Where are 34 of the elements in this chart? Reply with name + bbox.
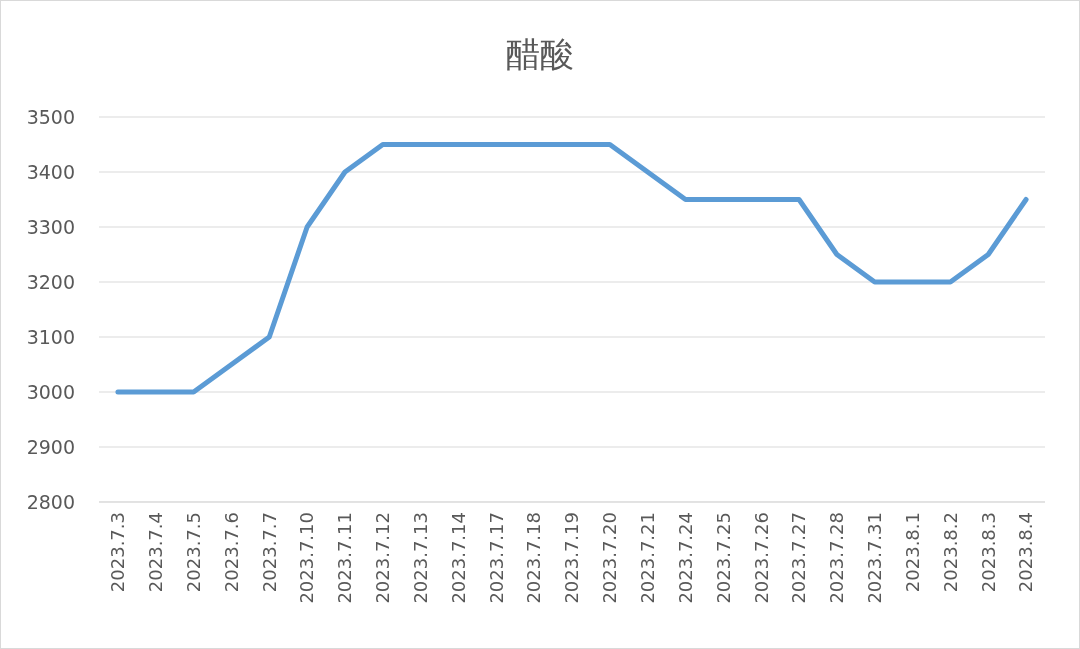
x-tick-label: 2023.7.12 [372, 512, 394, 604]
x-tick-label: 2023.7.11 [334, 512, 356, 604]
x-tick-label: 2023.7.20 [599, 512, 621, 604]
x-tick-label: 2023.7.27 [788, 512, 810, 604]
y-tick-label: 3500 [26, 105, 75, 128]
x-tick-label: 2023.7.3 [107, 512, 129, 593]
y-tick-label: 3400 [26, 160, 75, 183]
x-tick-label: 2023.7.4 [145, 512, 167, 593]
x-tick-label: 2023.7.26 [750, 512, 772, 604]
y-tick-label: 3000 [26, 380, 75, 403]
y-tick-label: 3300 [26, 215, 75, 238]
x-tick-label: 2023.8.2 [939, 512, 961, 593]
x-tick-label: 2023.8.1 [901, 512, 923, 593]
x-tick-label: 2023.7.24 [674, 512, 696, 604]
y-tick-label: 2900 [26, 435, 75, 458]
x-tick-label: 2023.7.7 [258, 512, 280, 593]
y-tick-label: 3100 [26, 325, 75, 348]
y-tick-label: 2800 [26, 490, 75, 513]
x-tick-label: 2023.7.18 [523, 512, 545, 604]
x-tick-label: 2023.7.19 [561, 512, 583, 604]
x-tick-label: 2023.7.6 [220, 512, 242, 593]
y-tick-label: 3200 [26, 270, 75, 293]
x-tick-label: 2023.7.31 [864, 512, 886, 604]
x-tick-label: 2023.7.17 [485, 512, 507, 604]
chart-title: 醋酸 [506, 34, 574, 74]
x-tick-label: 2023.7.28 [826, 512, 848, 604]
x-tick-label: 2023.7.21 [636, 512, 658, 604]
x-tick-label: 2023.7.25 [712, 512, 734, 604]
x-tick-label: 2023.7.10 [296, 512, 318, 604]
x-tick-label: 2023.7.14 [447, 512, 469, 604]
x-tick-label: 2023.7.13 [409, 512, 431, 604]
x-tick-label: 2023.8.3 [977, 512, 999, 593]
x-tick-label: 2023.7.5 [182, 512, 204, 593]
x-tick-label: 2023.8.4 [1015, 512, 1037, 593]
